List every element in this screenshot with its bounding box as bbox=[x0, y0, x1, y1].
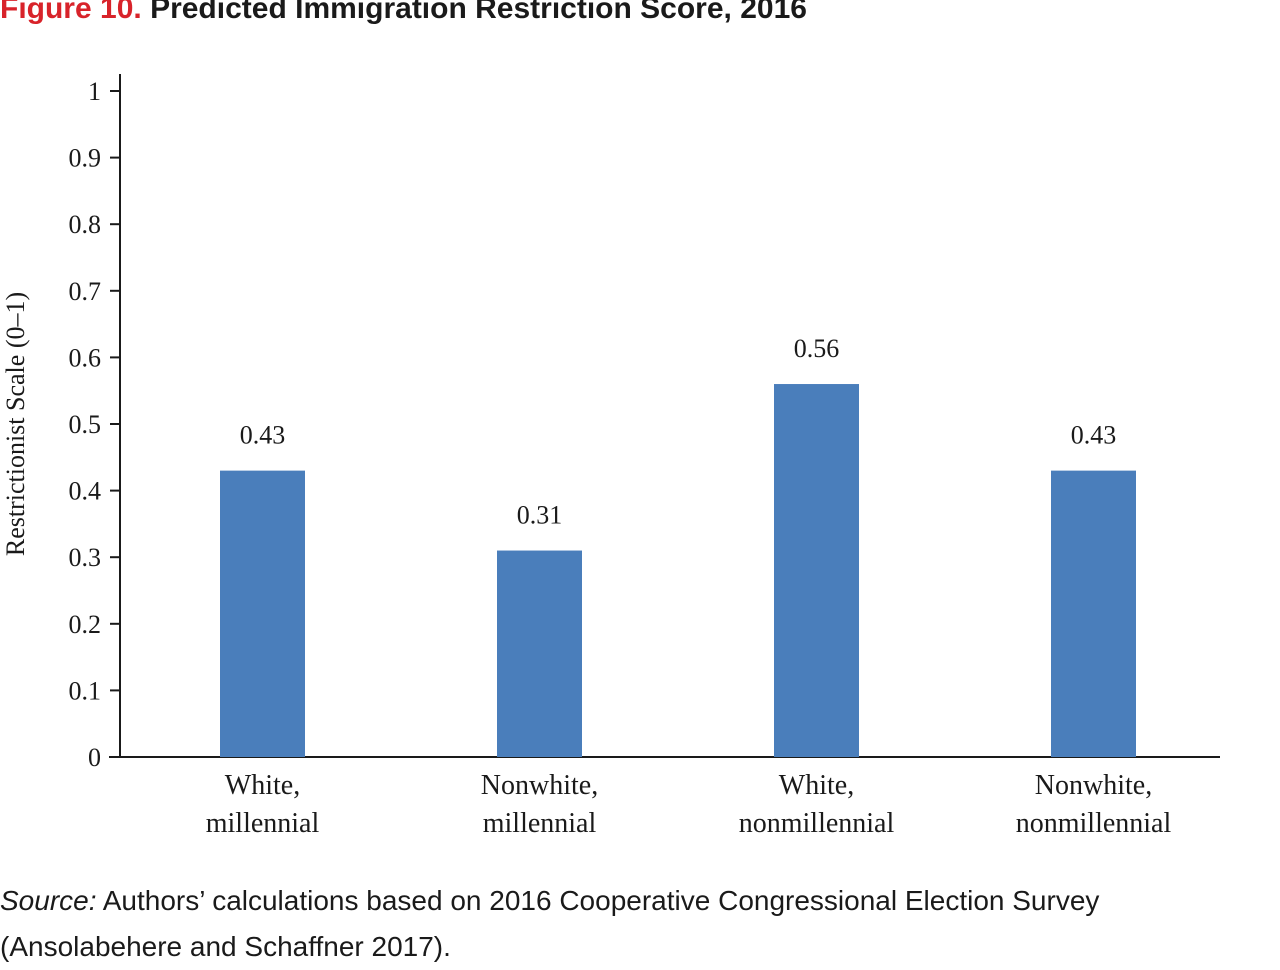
y-tick-label: 0.5 bbox=[69, 410, 102, 439]
source-note: Source: Authors’ calculations based on 2… bbox=[0, 878, 1280, 970]
x-category-label-line: nonmillennial bbox=[739, 808, 895, 839]
figure-title: Figure 10. Predicted Immigration Restric… bbox=[0, 0, 807, 26]
x-category-label: White, nonmillennial bbox=[739, 770, 895, 839]
figure-label: Figure 10. bbox=[0, 0, 142, 25]
y-tick-label: 0.1 bbox=[69, 676, 102, 705]
y-tick-label: 0.2 bbox=[69, 610, 102, 639]
y-tick-label: 0.4 bbox=[69, 477, 102, 506]
figure-title-text: Predicted Immigration Restriction Score,… bbox=[150, 0, 807, 25]
x-category-label: Nonwhite, nonmillennial bbox=[1016, 770, 1172, 839]
x-category-label-line: White, bbox=[225, 770, 300, 801]
x-category-label: White, millennial bbox=[206, 770, 320, 839]
x-category-label: Nonwhite, millennial bbox=[481, 770, 598, 839]
bar-value-label: 0.56 bbox=[794, 334, 840, 363]
bar-value-label: 0.43 bbox=[1071, 421, 1117, 450]
source-label: Source: bbox=[0, 885, 97, 916]
x-category-label-line: nonmillennial bbox=[1016, 808, 1172, 839]
y-tick-label: 0.8 bbox=[69, 210, 102, 239]
x-category-label-line: millennial bbox=[206, 808, 320, 839]
x-category-label-line: White, bbox=[779, 770, 854, 801]
x-category-label-line: millennial bbox=[483, 808, 597, 839]
y-tick-label: 0.3 bbox=[69, 543, 102, 572]
y-tick-label: 0.7 bbox=[69, 277, 102, 306]
y-tick-label: 0.6 bbox=[69, 343, 102, 372]
bar-value-label: 0.43 bbox=[240, 421, 286, 450]
y-tick-label: 1 bbox=[88, 77, 101, 106]
y-tick-label: 0 bbox=[88, 743, 101, 772]
y-tick-label: 0.9 bbox=[69, 144, 102, 173]
bar bbox=[774, 384, 859, 757]
bar bbox=[1051, 470, 1136, 757]
chart-labels: 0 0.1 0.2 0.3 0.4 0.5 0.6 0.7 0.8 0.9 1 Restriction… bbox=[1, 77, 1171, 839]
chart-bars bbox=[220, 384, 1136, 757]
bar-value-label: 0.31 bbox=[517, 501, 563, 530]
source-text: Authors’ calculations based on 2016 Coop… bbox=[0, 885, 1100, 962]
bar bbox=[220, 470, 305, 757]
x-category-label-line: Nonwhite, bbox=[481, 770, 598, 801]
x-category-label-line: Nonwhite, bbox=[1035, 770, 1152, 801]
bar bbox=[497, 550, 582, 757]
y-axis-title: Restrictionist Scale (0–1) bbox=[1, 292, 30, 556]
